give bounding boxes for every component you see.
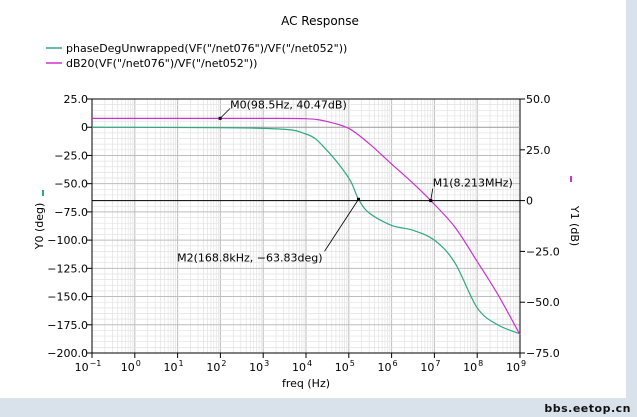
y1-tick-label: 25.0 <box>526 144 551 157</box>
y1-tick-label: −25.0 <box>526 245 560 258</box>
x-tick-label: 104 <box>292 359 312 374</box>
y0-tick-label: −175.0 <box>47 319 88 332</box>
y0-tick-label: −100.0 <box>47 234 88 247</box>
y1-tick-label: 0 <box>526 195 533 208</box>
x-tick-exponent: 2 <box>221 359 226 368</box>
series-line <box>91 126 521 335</box>
markers: M0(98.5Hz, 40.47dB) M1(8.213MHz) M2(168.8k… <box>177 98 513 264</box>
y1-tick-label: −75.0 <box>526 347 560 360</box>
grid <box>92 99 520 353</box>
series-line <box>92 117 521 336</box>
y0-tick-label: −50.0 <box>54 178 88 191</box>
x-axis-label: freq (Hz) <box>282 377 330 390</box>
x-tick-exponent: 8 <box>478 359 483 368</box>
legend-label: dB20(VF("/net076")/VF("/net052")) <box>66 57 257 70</box>
x-tick-exponent: 5 <box>350 359 355 368</box>
x-tick-exponent: 9 <box>521 359 526 368</box>
x-tick-label: 108 <box>463 359 483 374</box>
x-tick-exponent: 7 <box>435 359 440 368</box>
x-tick-exponent: −1 <box>90 359 102 368</box>
x-tick-label: 105 <box>335 359 355 374</box>
marker-leader <box>430 188 434 201</box>
marker-leader <box>324 199 359 252</box>
x-tick-label: 103 <box>249 359 269 374</box>
chart-title: AC Response <box>281 14 359 28</box>
y0-tick-label: −75.0 <box>54 206 88 219</box>
axes: 25.00−25.0−50.0−75.0−100.0−125.0−150.0−1… <box>42 93 572 374</box>
x-tick-exponent: 1 <box>179 359 184 368</box>
x-tick-label: 102 <box>206 359 226 374</box>
y0-tick-label: −25.0 <box>54 149 88 162</box>
marker-point <box>218 116 222 120</box>
x-tick-exponent: 3 <box>264 359 269 368</box>
marker-label: M0(98.5Hz, 40.47dB) <box>230 98 347 111</box>
x-tick-exponent: 6 <box>393 359 398 368</box>
legend: phaseDegUnwrapped(VF("/net076")/VF("/net… <box>46 42 347 70</box>
y1-tick-label: 50.0 <box>526 93 551 106</box>
x-tick-label: 106 <box>378 359 398 374</box>
x-tick-label: 100 <box>121 359 141 374</box>
watermark: bbs.eetop.cn <box>544 402 631 415</box>
series-lines <box>91 117 521 336</box>
ac-response-chart: AC Response phaseDegUnwrapped(VF("/net07… <box>33 14 581 390</box>
y0-tick-label: 25.0 <box>64 93 89 106</box>
marker-point <box>357 197 361 201</box>
marker-label: M2(168.8kHz, −63.83deg) <box>177 251 322 264</box>
y0-tick-label: −125.0 <box>47 262 88 275</box>
marker-leader <box>219 108 231 119</box>
chart-panel: AC Response phaseDegUnwrapped(VF("/net07… <box>0 0 626 398</box>
x-tick-label: 107 <box>420 359 440 374</box>
y0-tick-label: −150.0 <box>47 291 88 304</box>
legend-label: phaseDegUnwrapped(VF("/net076")/VF("/net… <box>66 42 347 55</box>
marker-point <box>429 199 433 203</box>
x-tick-exponent: 4 <box>307 359 312 368</box>
y0-tick-label: 0 <box>81 121 88 134</box>
x-tick-exponent: 0 <box>136 359 141 368</box>
y0-tick-label: −200.0 <box>47 347 88 360</box>
y0-axis-label: Y0 (deg) <box>33 203 46 251</box>
x-tick-label: 10−1 <box>75 359 102 374</box>
x-tick-label: 101 <box>164 359 184 374</box>
y1-axis-label: Y1 (dB) <box>568 205 581 246</box>
marker-label: M1(8.213MHz) <box>433 177 513 190</box>
y1-tick-label: −50.0 <box>526 296 560 309</box>
x-tick-label: 109 <box>506 359 526 374</box>
